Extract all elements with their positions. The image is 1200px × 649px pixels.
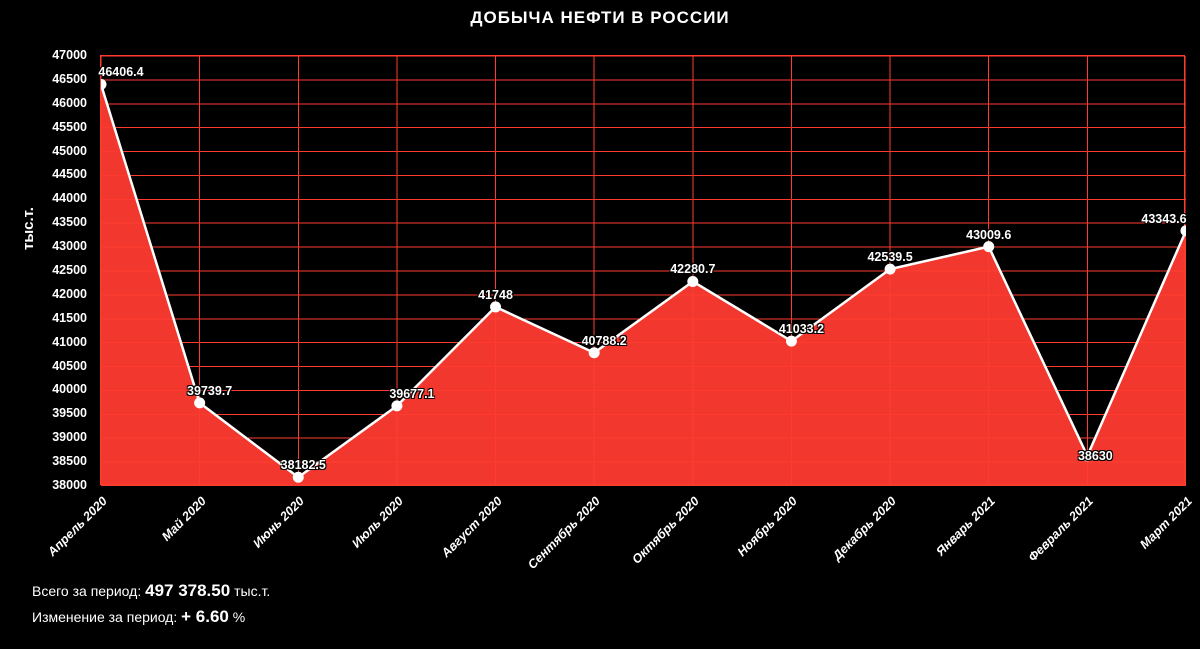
y-tick: 40000 <box>52 382 87 396</box>
y-tick: 43000 <box>52 239 87 253</box>
x-tick: Декабрь 2020 <box>830 494 899 563</box>
x-tick: Апрель 2020 <box>45 494 110 559</box>
point-label: 41748 <box>478 288 513 302</box>
change-label: Изменение за период: <box>32 609 177 625</box>
y-tick: 45500 <box>52 120 87 134</box>
total-value: 497 378.50 <box>145 581 230 600</box>
y-tick: 40500 <box>52 359 87 373</box>
point-label: 38182.5 <box>281 458 326 472</box>
y-tick: 38500 <box>52 454 87 468</box>
y-tick: 41500 <box>52 311 87 325</box>
point-label: 39739.7 <box>187 384 232 398</box>
point-label: 42539.5 <box>867 250 912 264</box>
y-tick: 46000 <box>52 96 87 110</box>
chart-title: ДОБЫЧА НЕФТИ В РОССИИ <box>0 8 1200 28</box>
y-tick: 43500 <box>52 215 87 229</box>
x-tick: Январь 2021 <box>933 494 998 559</box>
point-label: 42280.7 <box>670 263 715 277</box>
point-label: 43009.6 <box>966 228 1011 242</box>
x-tick: Март 2021 <box>1137 494 1195 552</box>
plot-area: 46406.4 39739.7 38182.5 39677.1 41748 40788.2… <box>100 55 1185 485</box>
y-tick: 39000 <box>52 430 87 444</box>
change-unit: % <box>233 609 245 625</box>
x-tick: Июнь 2020 <box>251 494 308 551</box>
y-tick: 44500 <box>52 167 87 181</box>
x-tick: Май 2020 <box>159 494 209 544</box>
point-label: 41033.2 <box>779 322 824 336</box>
point-labels: 46406.4 39739.7 38182.5 39677.1 41748 40788.2… <box>101 56 1186 486</box>
x-tick: Сентябрь 2020 <box>525 494 603 572</box>
y-tick: 42500 <box>52 263 87 277</box>
x-tick: Ноябрь 2020 <box>735 494 800 559</box>
x-tick: Октябрь 2020 <box>629 494 702 567</box>
y-tick: 45000 <box>52 144 87 158</box>
y-tick: 39500 <box>52 406 87 420</box>
point-label: 39677.1 <box>389 387 434 401</box>
y-tick: 47000 <box>52 48 87 62</box>
total-label: Всего за период: <box>32 583 141 599</box>
point-label: 46406.4 <box>98 65 143 79</box>
y-tick: 41000 <box>52 335 87 349</box>
point-label: 38630 <box>1078 449 1113 463</box>
y-tick: 44000 <box>52 191 87 205</box>
x-tick: Июль 2020 <box>349 494 406 551</box>
chart-footer: Всего за период: 497 378.50 тыс.т. Измен… <box>32 575 270 633</box>
x-tick: Август 2020 <box>438 494 504 560</box>
y-axis-ticks: 3800038500390003950040000405004100041500… <box>0 55 95 485</box>
point-label: 43343.6 <box>1141 212 1186 226</box>
point-label: 40788.2 <box>582 334 627 348</box>
total-unit: тыс.т. <box>234 583 270 599</box>
y-tick: 38000 <box>52 478 87 492</box>
y-tick: 46500 <box>52 72 87 86</box>
y-tick: 42000 <box>52 287 87 301</box>
change-value: + 6.60 <box>181 607 229 626</box>
x-tick: Февраль 2021 <box>1026 494 1096 564</box>
